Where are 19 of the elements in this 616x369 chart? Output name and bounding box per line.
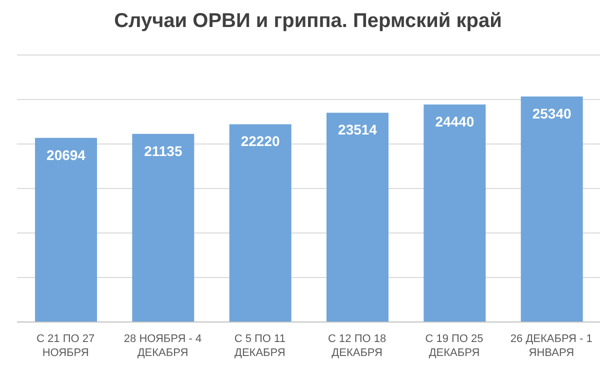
data-label: 21135 xyxy=(144,142,182,159)
data-label: 23514 xyxy=(338,122,378,138)
data-label: 20694 xyxy=(46,146,86,163)
data-label: 24440 xyxy=(435,113,474,130)
bar xyxy=(132,134,194,322)
bar xyxy=(35,138,97,322)
bar xyxy=(229,124,292,322)
chart-title: Случаи ОРВИ и гриппа. Пермский край xyxy=(113,10,503,33)
x-tick-label: С 5 ПО 11 ДЕКАБРЯ xyxy=(234,333,286,359)
x-tick-label: С 19 ПО 25 ДЕКАБРЯ xyxy=(425,333,484,359)
x-tick-label: 28 НОЯБРЯ - 4 ДЕКАБРЯ xyxy=(124,333,202,359)
bar xyxy=(326,112,388,322)
data-label: 22220 xyxy=(240,133,280,150)
x-tick-label: С 21 ПО 27 НОЯБРЯ xyxy=(36,333,95,359)
x-tick-label: 26 ДЕКАБРЯ - 1 ЯНВАРЯ xyxy=(510,333,592,359)
bar xyxy=(424,104,486,322)
x-tick-label: С 12 ПО 18 ДЕКАБРЯ xyxy=(328,333,386,359)
data-label: 25340 xyxy=(532,105,572,122)
bar xyxy=(520,96,583,322)
